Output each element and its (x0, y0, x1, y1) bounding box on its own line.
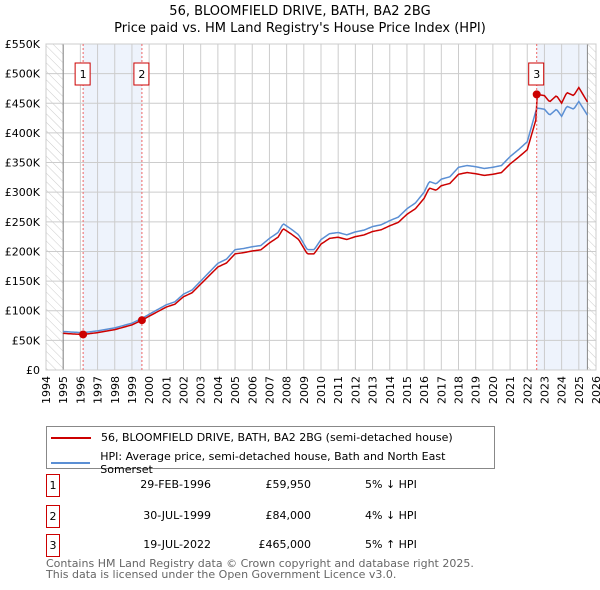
y-tick-label: £0 (26, 364, 40, 377)
plot-border (45, 43, 597, 371)
x-tick-label: 1999 (126, 376, 139, 404)
sale-label-box (528, 62, 545, 86)
sale-date: 29-FEB-1996 (140, 478, 211, 491)
sale-label: 1 (80, 68, 87, 81)
y-tick-label: £550K (5, 38, 41, 51)
chart-title: 56, BLOOMFIELD DRIVE, BATH, BA2 2BG (169, 4, 431, 19)
sale-price: £84,000 (265, 509, 312, 522)
hatched-region (587, 44, 596, 370)
x-tick-label: 2004 (212, 376, 225, 404)
x-tick-label: 1996 (74, 376, 87, 404)
sale-row: 1 29-FEB-1996 £59,950 5% ↓ HPI (46, 474, 446, 497)
sale-label-box (74, 62, 91, 86)
x-tick-label: 2023 (538, 376, 551, 404)
x-tick-label: 2020 (487, 376, 500, 404)
footer-line-2: This data is licensed under the Open Gov… (46, 568, 397, 581)
x-tick-label: 2014 (384, 376, 397, 404)
x-tick-label: 2002 (178, 376, 191, 404)
legend-label: 56, BLOOMFIELD DRIVE, BATH, BA2 2BG (sem… (101, 431, 453, 444)
y-tick-label: £50K (12, 334, 41, 347)
legend: 56, BLOOMFIELD DRIVE, BATH, BA2 2BG (sem… (46, 426, 495, 476)
sale-number: 3 (46, 534, 60, 557)
x-tick-label: 2026 (590, 376, 600, 404)
x-tick-label: 2019 (470, 376, 483, 404)
sale-row: 2 30-JUL-1999 £84,000 4% ↓ HPI (46, 505, 446, 528)
x-tick-label: 2017 (435, 376, 448, 404)
sale-date: 30-JUL-1999 (143, 509, 211, 522)
x-tick-label: 2008 (281, 376, 294, 404)
x-tick-label: 1998 (109, 376, 122, 404)
hatched-region (46, 44, 64, 370)
legend-swatch-blue (51, 462, 91, 464)
chart-subtitle: Price paid vs. HM Land Registry's House … (114, 21, 486, 36)
y-tick-label: £150K (5, 275, 41, 288)
sale-number: 2 (46, 505, 60, 528)
x-tick-label: 2015 (401, 376, 414, 404)
legend-item-hpi: HPI: Average price, semi-detached house,… (51, 450, 494, 476)
sale-hpi: 5% ↓ HPI (365, 478, 417, 491)
x-tick-label: 1997 (92, 376, 105, 404)
sale-point (532, 90, 541, 99)
x-tick-label: 2001 (160, 376, 173, 404)
y-tick-label: £300K (5, 186, 41, 199)
x-tick-label: 2000 (143, 376, 156, 404)
y-tick-label: £200K (5, 245, 41, 258)
shaded-region (83, 44, 142, 370)
y-tick-label: £250K (5, 216, 41, 229)
legend-item-property: 56, BLOOMFIELD DRIVE, BATH, BA2 2BG (sem… (51, 431, 453, 444)
y-tick-label: £450K (5, 97, 41, 110)
sale-price: £59,950 (265, 478, 312, 491)
x-tick-label: 2016 (418, 376, 431, 404)
y-tick-label: £100K (5, 305, 41, 318)
y-tick-label: £500K (5, 68, 41, 81)
sale-label: 2 (138, 68, 145, 81)
property-price-line (63, 86, 589, 336)
sale-point (79, 330, 88, 339)
hpi-line (63, 100, 589, 334)
sale-label: 3 (533, 68, 540, 81)
x-tick-label: 2003 (195, 376, 208, 404)
sale-date: 19-JUL-2022 (143, 538, 211, 551)
x-tick-label: 2024 (556, 376, 569, 404)
footer-line-1: Contains HM Land Registry data © Crown c… (46, 557, 474, 570)
x-tick-label: 2021 (504, 376, 517, 404)
legend-swatch-red (51, 436, 91, 439)
footer: Contains HM Land Registry data © Crown c… (46, 558, 474, 580)
sale-label-box (133, 62, 150, 86)
sale-number: 1 (46, 474, 60, 497)
sale-point (137, 316, 146, 325)
x-tick-label: 2018 (453, 376, 466, 404)
y-tick-label: £400K (5, 127, 41, 140)
x-tick-label: 2009 (298, 376, 311, 404)
x-tick-label: 2005 (229, 376, 242, 404)
legend-label: HPI: Average price, semi-detached house,… (100, 450, 446, 476)
x-tick-label: 2010 (315, 376, 328, 404)
sale-row: 3 19-JUL-2022 £465,000 5% ↑ HPI (46, 534, 446, 557)
x-tick-label: 2006 (246, 376, 259, 404)
x-tick-label: 1994 (40, 376, 53, 404)
x-tick-label: 2011 (332, 376, 345, 404)
sale-hpi: 4% ↓ HPI (365, 509, 417, 522)
x-tick-label: 2013 (367, 376, 380, 404)
sale-hpi: 5% ↑ HPI (365, 538, 417, 551)
price-chart: 1994 1995 1996 1997 1998 1999 2000 2001 2002 2003… (5, 38, 600, 404)
x-tick-label: 2007 (263, 376, 276, 404)
x-tick-label: 1995 (57, 376, 70, 404)
x-tick-label: 2022 (521, 376, 534, 404)
x-tick-label: 2012 (349, 376, 362, 404)
x-tick-label: 2025 (573, 376, 586, 404)
y-tick-label: £350K (5, 157, 41, 170)
sale-price: £465,000 (258, 538, 312, 551)
